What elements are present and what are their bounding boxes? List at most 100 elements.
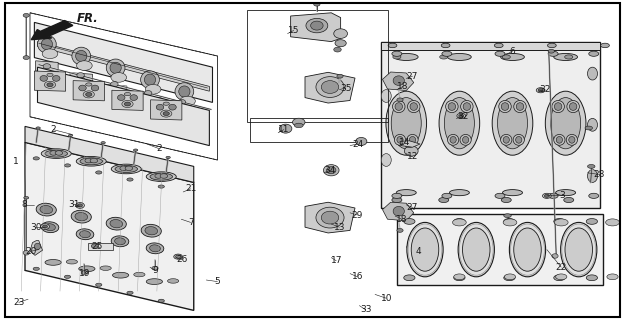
Text: 8: 8 [21, 200, 27, 209]
Ellipse shape [76, 156, 106, 166]
Ellipse shape [556, 189, 576, 196]
Ellipse shape [122, 100, 133, 108]
Ellipse shape [176, 255, 181, 258]
Text: 23: 23 [13, 298, 24, 307]
Ellipse shape [160, 174, 168, 178]
Text: 2: 2 [51, 125, 56, 134]
Ellipse shape [548, 43, 556, 48]
Ellipse shape [335, 40, 346, 47]
Ellipse shape [47, 73, 53, 76]
Ellipse shape [101, 141, 105, 144]
Ellipse shape [112, 272, 129, 278]
Ellipse shape [179, 86, 190, 97]
Ellipse shape [542, 193, 551, 198]
Ellipse shape [91, 244, 99, 248]
Ellipse shape [504, 219, 515, 224]
Ellipse shape [448, 134, 459, 145]
Ellipse shape [327, 167, 336, 174]
Text: 10: 10 [381, 294, 392, 303]
Ellipse shape [586, 275, 598, 281]
Ellipse shape [161, 110, 172, 117]
Ellipse shape [33, 157, 39, 160]
Ellipse shape [47, 83, 53, 87]
Ellipse shape [565, 228, 592, 271]
Ellipse shape [72, 47, 91, 65]
Ellipse shape [71, 210, 91, 223]
Polygon shape [34, 71, 66, 91]
Ellipse shape [316, 207, 344, 228]
Ellipse shape [38, 36, 56, 53]
Ellipse shape [127, 178, 133, 181]
Ellipse shape [163, 102, 169, 105]
Text: 20: 20 [26, 247, 37, 256]
Ellipse shape [495, 193, 505, 198]
Ellipse shape [446, 100, 458, 113]
Bar [88, 243, 112, 250]
Text: 6: 6 [509, 47, 516, 56]
Ellipse shape [146, 172, 176, 181]
Ellipse shape [36, 127, 40, 129]
Ellipse shape [149, 245, 161, 252]
Polygon shape [112, 90, 143, 110]
Ellipse shape [41, 38, 52, 50]
Ellipse shape [461, 100, 473, 113]
Ellipse shape [395, 103, 402, 110]
Ellipse shape [163, 112, 169, 116]
Ellipse shape [127, 291, 133, 294]
Text: 9: 9 [152, 266, 158, 275]
Polygon shape [305, 202, 355, 233]
Ellipse shape [565, 55, 573, 59]
Ellipse shape [150, 173, 173, 180]
Ellipse shape [498, 98, 528, 149]
Text: 18: 18 [396, 215, 408, 224]
Ellipse shape [134, 149, 138, 151]
Ellipse shape [408, 100, 420, 113]
Ellipse shape [448, 103, 456, 110]
Ellipse shape [306, 19, 328, 33]
Ellipse shape [586, 219, 598, 224]
Ellipse shape [381, 154, 391, 166]
Ellipse shape [321, 81, 339, 93]
Ellipse shape [516, 137, 522, 143]
Ellipse shape [158, 299, 164, 302]
Ellipse shape [392, 193, 402, 198]
Ellipse shape [124, 102, 131, 106]
Ellipse shape [381, 90, 391, 102]
Ellipse shape [501, 134, 512, 145]
Polygon shape [382, 72, 414, 91]
Ellipse shape [548, 49, 554, 53]
Ellipse shape [324, 224, 336, 232]
Ellipse shape [404, 219, 415, 224]
Ellipse shape [548, 51, 558, 56]
Ellipse shape [514, 228, 541, 271]
Text: 15: 15 [288, 26, 299, 35]
Ellipse shape [544, 194, 549, 197]
Ellipse shape [86, 92, 92, 96]
Ellipse shape [120, 166, 127, 171]
Ellipse shape [85, 158, 92, 163]
Ellipse shape [158, 185, 164, 188]
Ellipse shape [459, 114, 464, 117]
Ellipse shape [509, 222, 546, 277]
Ellipse shape [588, 67, 598, 80]
Ellipse shape [100, 266, 111, 270]
Ellipse shape [334, 47, 341, 52]
FancyArrow shape [31, 20, 73, 40]
Ellipse shape [311, 21, 323, 30]
Ellipse shape [552, 254, 558, 258]
Text: 31: 31 [68, 200, 79, 209]
Ellipse shape [439, 91, 480, 155]
Polygon shape [34, 22, 213, 102]
Ellipse shape [86, 83, 92, 86]
Text: 4: 4 [416, 247, 421, 256]
Ellipse shape [569, 137, 575, 143]
Ellipse shape [585, 126, 592, 130]
Ellipse shape [441, 43, 450, 48]
Ellipse shape [64, 164, 71, 167]
Bar [381, 42, 600, 208]
Ellipse shape [79, 231, 91, 238]
Ellipse shape [554, 134, 565, 145]
Ellipse shape [66, 260, 78, 264]
Ellipse shape [80, 158, 102, 165]
Ellipse shape [23, 13, 29, 17]
